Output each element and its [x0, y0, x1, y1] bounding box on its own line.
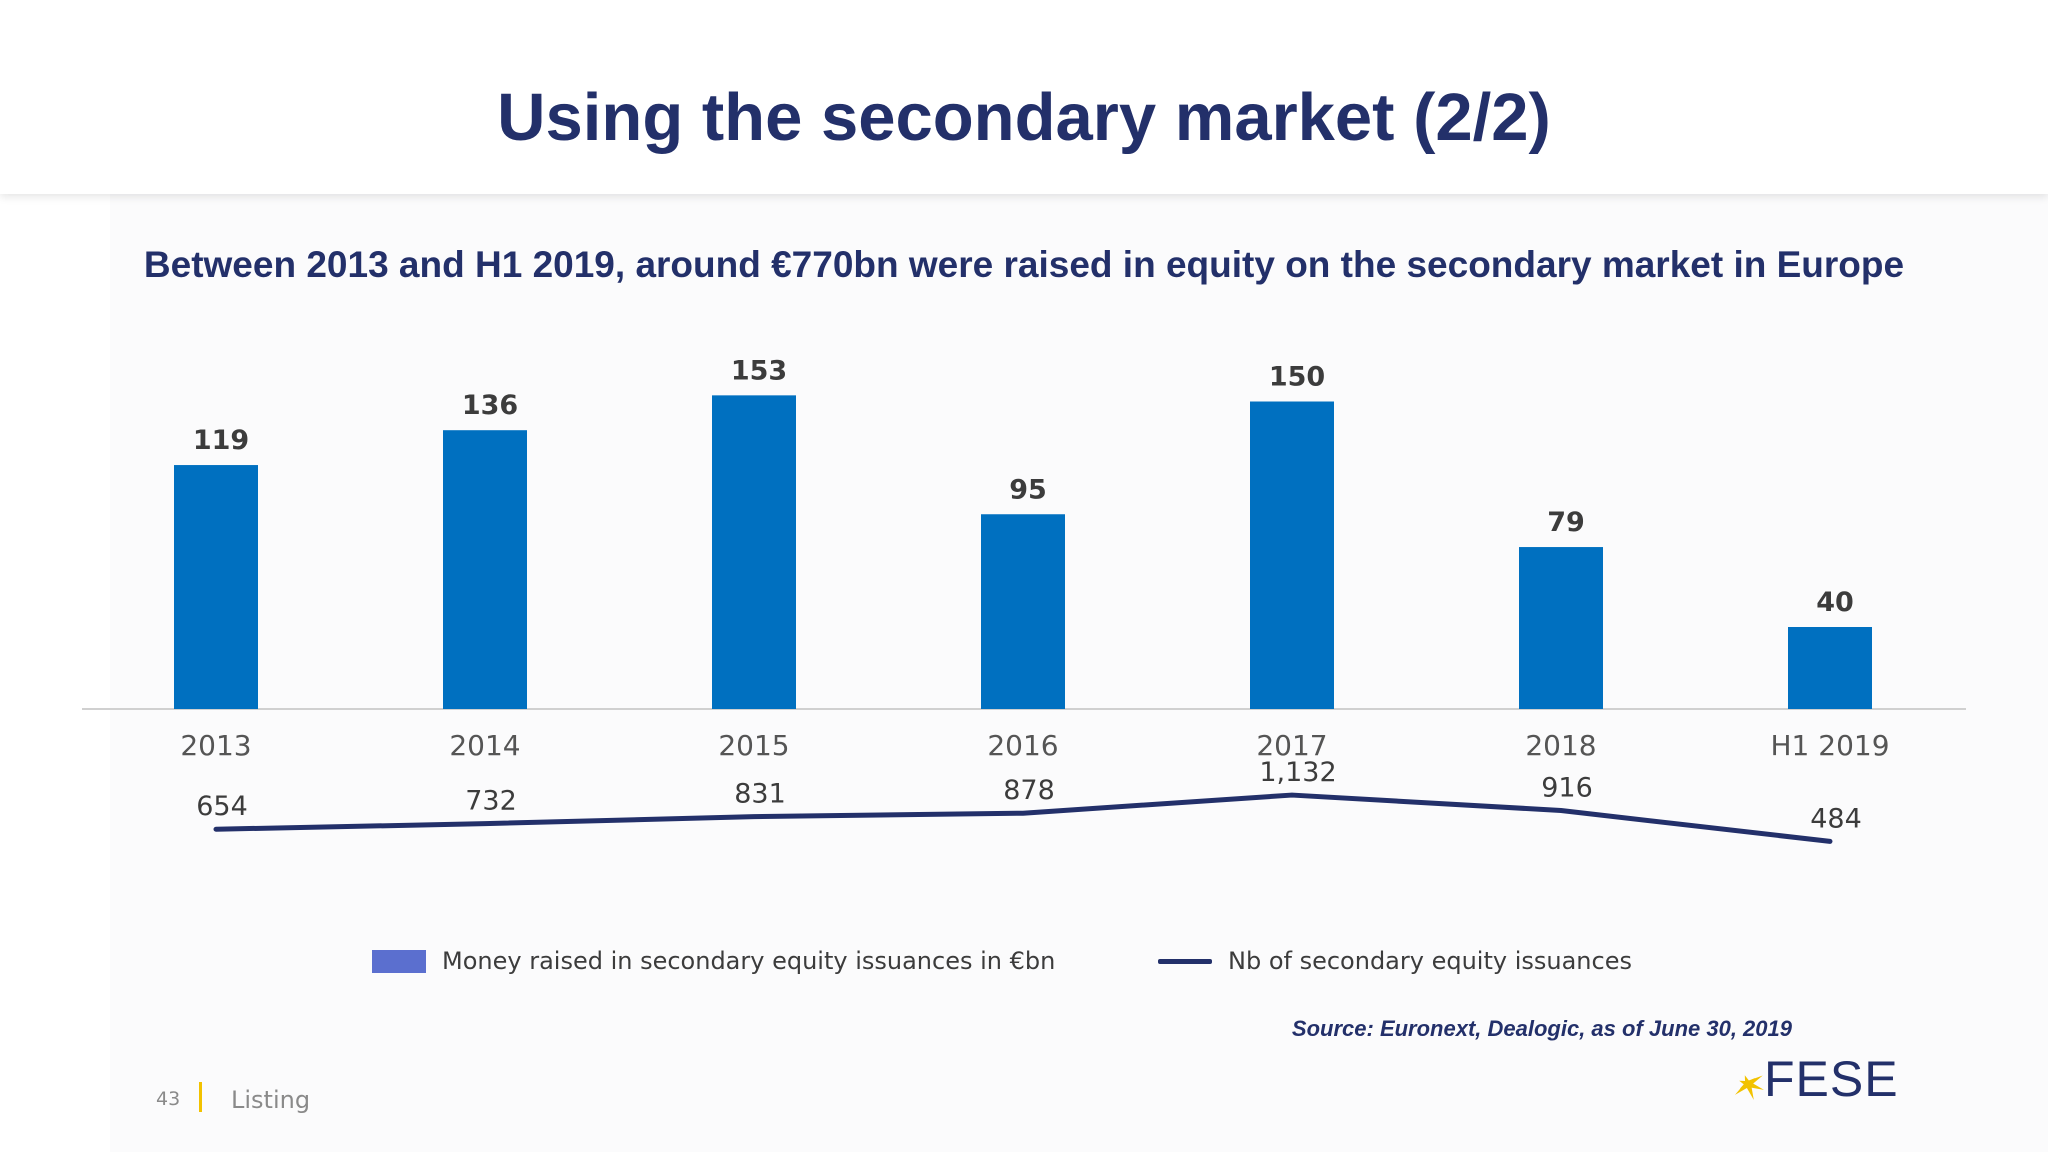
line-value-label: 878: [1003, 775, 1055, 806]
star-icon: [1734, 1075, 1764, 1100]
bar-2016: [981, 514, 1065, 709]
footer-section-label: Listing: [231, 1086, 311, 1114]
bar-2015: [712, 395, 796, 709]
header: Using the secondary market (2/2): [0, 0, 2048, 194]
bar-value-label: 119: [193, 425, 249, 456]
page-number: 43: [156, 1088, 181, 1110]
x-tick-label: 2015: [718, 729, 789, 762]
bar-value-label: 40: [1816, 587, 1854, 618]
source-note: Source: Euronext, Dealogic, as of June 3…: [1291, 1016, 1792, 1041]
legend-label-issuances: Nb of secondary equity issuances: [1228, 947, 1632, 975]
line-value-label: 654: [196, 791, 248, 822]
logo-text: FESE: [1764, 1051, 1899, 1107]
content-panel: [110, 194, 2048, 1152]
line-value-label: 484: [1810, 803, 1862, 834]
legend-item-issuances: Nb of secondary equity issuances: [1158, 946, 1632, 976]
x-tick-label: 2014: [449, 729, 520, 762]
line-value-label: 831: [734, 779, 786, 810]
x-tick-label: 2013: [180, 729, 251, 762]
legend-swatch-bar: [372, 949, 426, 973]
bar-value-label: 95: [1009, 474, 1047, 505]
legend-swatch-line: [1158, 958, 1212, 964]
bar-2013: [174, 465, 258, 709]
chart-subtitle: Between 2013 and H1 2019, around €770bn …: [143, 244, 1905, 285]
line-value-label: 916: [1541, 773, 1593, 804]
bar-value-label: 79: [1547, 507, 1585, 538]
line-value-label: 732: [465, 786, 517, 817]
x-tick-label: 2018: [1525, 729, 1596, 762]
bar-value-label: 136: [462, 390, 518, 421]
x-tick-label: 2016: [987, 729, 1058, 762]
bar-value-label: 153: [731, 355, 787, 386]
line-value-label: 1,132: [1259, 757, 1336, 788]
bar-value-label: 150: [1269, 362, 1325, 393]
fese-logo: FESE: [1728, 1054, 1899, 1104]
x-tick-label: H1 2019: [1770, 729, 1889, 762]
page-title: Using the secondary market (2/2): [497, 80, 1551, 155]
legend-item-money-raised: Money raised in secondary equity issuanc…: [372, 946, 1055, 976]
bar-2014: [443, 430, 527, 709]
bar-h1-2019: [1788, 627, 1872, 709]
bar-2018: [1519, 547, 1603, 709]
bar-2017: [1250, 401, 1334, 709]
footer-divider: [199, 1082, 202, 1112]
x-tick-label: 2017: [1256, 729, 1327, 762]
legend-label-money-raised: Money raised in secondary equity issuanc…: [442, 947, 1056, 975]
